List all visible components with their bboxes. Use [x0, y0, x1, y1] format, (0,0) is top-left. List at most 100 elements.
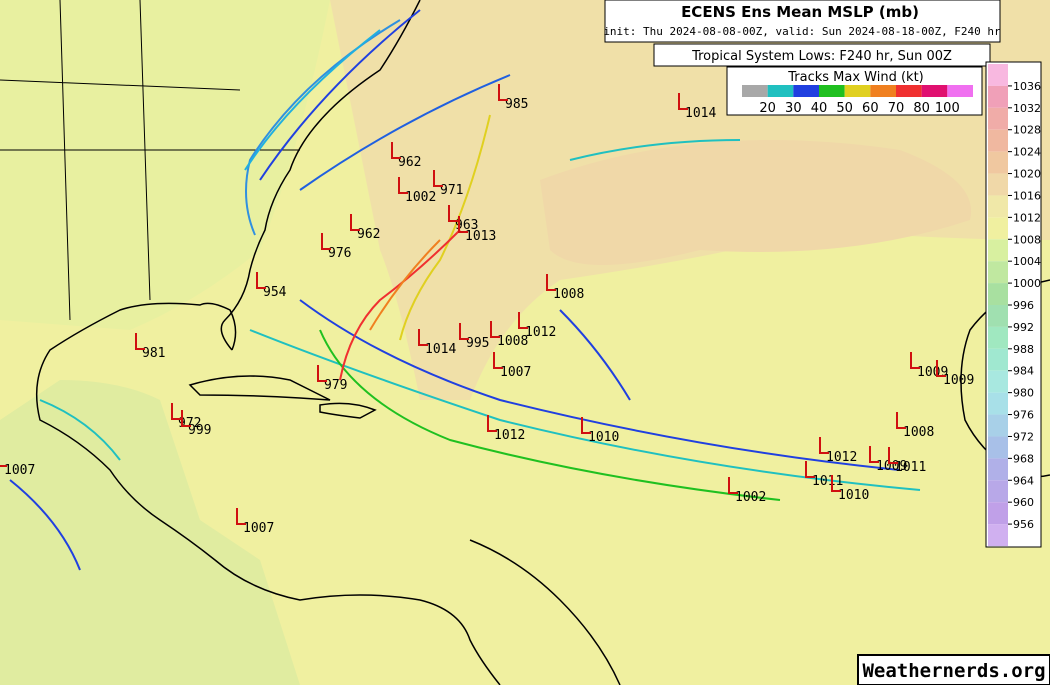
low-label: 1002: [405, 190, 436, 205]
land-tint: [0, 0, 330, 330]
low-marker: [236, 508, 246, 525]
wind-label: 30: [785, 101, 802, 116]
low-label: 972: [178, 416, 201, 431]
track: [399, 114, 491, 341]
colorbar-swatch: [988, 195, 1008, 218]
colorbar-label: 960: [1013, 496, 1034, 509]
colorbar-label: 996: [1013, 299, 1034, 312]
colorbar-label: 1008: [1013, 233, 1041, 246]
high-pressure-core: [540, 140, 972, 265]
colorbar-swatch: [988, 480, 1008, 503]
track: [299, 74, 511, 191]
watermark: Weathernerds.org: [862, 660, 1045, 682]
low-label: 1010: [838, 488, 869, 503]
wind-legend: 20 30 40 50 60 70 80 100: [742, 85, 973, 116]
low-label: 995: [466, 336, 489, 351]
track: [339, 229, 461, 381]
wind-swatch: [793, 85, 819, 97]
colorbar-swatch: [988, 305, 1008, 327]
low-label: 1007: [243, 521, 274, 536]
wind-swatch: [870, 85, 896, 97]
low-marker: [0, 465, 7, 467]
colorbar-swatch: [988, 239, 1008, 262]
colorbar-swatch: [988, 261, 1008, 284]
low-label: 1009: [943, 373, 974, 388]
wind-label: 80: [913, 101, 930, 116]
low-labels: 985 1014 962 971 1002 963 1013 962 976 1…: [0, 84, 974, 536]
track: [39, 399, 121, 461]
low-marker: [171, 403, 181, 420]
low-marker: [493, 352, 503, 369]
low-label: 985: [505, 97, 528, 112]
low-marker: [819, 437, 829, 454]
low-label: 1012: [525, 325, 556, 340]
low-label: 1010: [588, 430, 619, 445]
colorbar-swatch: [988, 129, 1008, 152]
low-marker: [490, 321, 500, 338]
low-marker: [418, 329, 428, 346]
track: [244, 29, 381, 171]
colorbar-label: 1024: [1013, 146, 1041, 159]
track: [259, 9, 421, 181]
track: [249, 329, 921, 491]
wind-label: 70: [888, 101, 905, 116]
low-marker: [448, 205, 458, 222]
colorbar-swatch: [988, 458, 1008, 481]
colorbar-swatch: [988, 173, 1008, 196]
wind-label: 60: [862, 101, 879, 116]
low-label: 1012: [494, 428, 525, 443]
low-marker: [896, 412, 906, 429]
low-label: 979: [324, 378, 347, 393]
low-label: 976: [328, 246, 351, 261]
low-marker: [518, 312, 528, 329]
colorbar-label: 1012: [1013, 211, 1041, 224]
colorbar-swatch: [988, 524, 1008, 546]
low-marker: [350, 214, 360, 231]
low-label: 962: [398, 155, 421, 170]
colorbar-swatch: [988, 85, 1008, 108]
track: [299, 299, 901, 471]
track: [319, 329, 781, 501]
watermark-box: [857, 654, 1050, 685]
wind-swatch: [767, 85, 794, 97]
colorbar-label: 956: [1013, 518, 1034, 531]
wind-label: 100: [935, 101, 960, 116]
wind-label: 20: [759, 101, 776, 116]
low-marker: [487, 415, 497, 432]
gulf-and-central-america: [35, 302, 501, 685]
colorbar-label: 968: [1013, 452, 1034, 465]
low-marker: [321, 233, 331, 250]
low-marker: [831, 475, 841, 492]
low-label: 1008: [497, 334, 528, 349]
low-label: 1007: [4, 463, 35, 478]
colorbar-swatch: [988, 151, 1008, 174]
lows-box: [653, 43, 991, 67]
lows-title: Tropical System Lows: F240 hr, Sun 00Z: [691, 49, 952, 64]
low-label: 1013: [465, 229, 496, 244]
low-marker: [459, 323, 469, 340]
lower-pressure-region: [0, 380, 300, 685]
low-marker: [581, 417, 591, 434]
colorbar-swatch: [988, 502, 1008, 525]
colorbar-label: 1032: [1013, 102, 1041, 115]
colorbar-label: 980: [1013, 387, 1034, 400]
colorbar-label: 1000: [1013, 277, 1041, 290]
low-label: 1008: [553, 287, 584, 302]
colorbar-label: 1016: [1013, 189, 1041, 202]
colorbar-swatch: [988, 414, 1008, 437]
low-label: 1002: [735, 490, 766, 505]
colorbar-label: 1036: [1013, 80, 1041, 93]
wind-label: 40: [811, 101, 828, 116]
colorbar-swatch: [988, 64, 1008, 86]
low-marker: [728, 477, 738, 494]
colorbar-swatch: [988, 283, 1008, 305]
colorbar-label: 976: [1013, 409, 1034, 422]
low-marker: [936, 360, 946, 377]
storm-tracks: [9, 9, 921, 571]
low-label: 1007: [500, 365, 531, 380]
low-marker: [181, 410, 191, 427]
title-box: [604, 0, 1001, 43]
colorbar-label: 972: [1013, 430, 1034, 443]
low-label: 1008: [903, 425, 934, 440]
